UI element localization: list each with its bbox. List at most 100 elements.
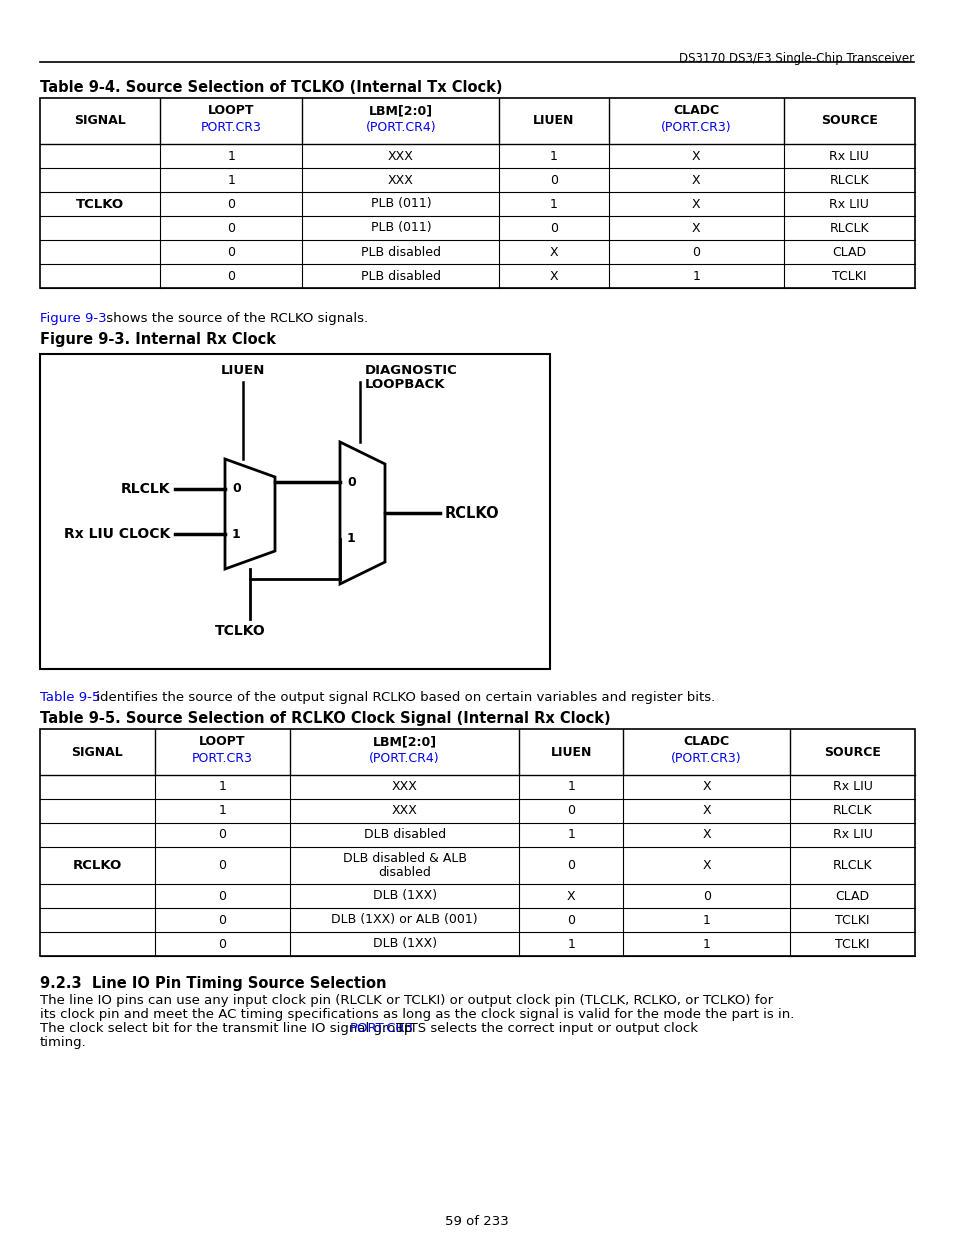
Text: PORT.CR3: PORT.CR3 [192,752,253,766]
Text: (PORT.CR4): (PORT.CR4) [365,121,436,135]
Text: X: X [701,804,710,818]
Text: 1: 1 [702,937,710,951]
Text: SOURCE: SOURCE [821,115,877,127]
Text: PLB (011): PLB (011) [370,221,431,235]
Text: 0: 0 [232,483,240,495]
Text: shows the source of the RCLKO signals.: shows the source of the RCLKO signals. [102,312,368,325]
Text: 0: 0 [227,221,235,235]
Text: 1: 1 [550,198,558,210]
Text: 59 of 233: 59 of 233 [445,1215,508,1228]
Text: 0: 0 [567,860,575,872]
Text: X: X [691,149,700,163]
Text: identifies the source of the output signal RCLKO based on certain variables and : identifies the source of the output sign… [91,692,715,704]
Text: PORT.CR3: PORT.CR3 [350,1023,414,1035]
Text: RCLKO: RCLKO [444,505,499,520]
Text: 1: 1 [702,914,710,926]
Text: 0: 0 [227,269,235,283]
Text: XXX: XXX [388,149,414,163]
Bar [40,729,914,956]
Text: DLB (1XX): DLB (1XX) [372,937,436,951]
Text: 0: 0 [550,173,558,186]
Text: DS3170 DS3/E3 Single-Chip Transceiver: DS3170 DS3/E3 Single-Chip Transceiver [679,52,913,65]
Text: X: X [691,173,700,186]
Text: Rx LIU: Rx LIU [832,829,872,841]
Text: (PORT.CR3): (PORT.CR3) [671,752,741,766]
Text: 0: 0 [347,475,355,489]
Text: SIGNAL: SIGNAL [74,115,126,127]
Text: TCLKI: TCLKI [831,269,865,283]
Text: (PORT.CR3): (PORT.CR3) [660,121,731,135]
Text: 1: 1 [218,781,226,794]
Text: 1: 1 [218,804,226,818]
Text: Rx LIU: Rx LIU [828,198,868,210]
Text: 0: 0 [227,198,235,210]
Text: 1: 1 [567,937,575,951]
Text: DLB disabled & ALB: DLB disabled & ALB [342,852,466,866]
Text: X: X [701,829,710,841]
Text: TCLKO: TCLKO [76,198,124,210]
Text: 1: 1 [567,781,575,794]
Text: X: X [691,221,700,235]
Text: LBM[2:0]: LBM[2:0] [372,735,436,748]
Text: 0: 0 [218,937,226,951]
Text: PLB disabled: PLB disabled [360,269,440,283]
Text: TCLKI: TCLKI [835,914,869,926]
Text: RLCLK: RLCLK [832,860,871,872]
Text: Table 9-4. Source Selection of TCLKO (Internal Tx Clock): Table 9-4. Source Selection of TCLKO (In… [40,80,502,95]
Bar [40,354,550,669]
Text: 1: 1 [227,149,235,163]
Text: 0: 0 [218,829,226,841]
Bar [40,98,914,288]
Text: timing.: timing. [40,1036,87,1049]
Text: 1: 1 [347,532,355,546]
Text: LIUEN: LIUEN [550,746,591,758]
Text: .TLTS selects the correct input or output clock: .TLTS selects the correct input or outpu… [392,1023,697,1035]
Text: LIUEN: LIUEN [220,364,265,377]
Text: CLADC: CLADC [683,735,729,748]
Text: 0: 0 [218,860,226,872]
Text: LOOPT: LOOPT [199,735,245,748]
Text: PLB (011): PLB (011) [370,198,431,210]
Text: X: X [549,269,558,283]
Text: 1: 1 [567,829,575,841]
Text: Figure 9-3. Internal Rx Clock: Figure 9-3. Internal Rx Clock [40,332,275,347]
Text: 9.2.3  Line IO Pin Timing Source Selection: 9.2.3 Line IO Pin Timing Source Selectio… [40,976,386,990]
Text: 0: 0 [567,914,575,926]
Polygon shape [339,442,385,584]
Text: The clock select bit for the transmit line IO signal group: The clock select bit for the transmit li… [40,1023,416,1035]
Text: Figure 9-3: Figure 9-3 [40,312,107,325]
Text: 1: 1 [232,527,240,541]
Text: TCLKI: TCLKI [835,937,869,951]
Text: PORT.CR3: PORT.CR3 [201,121,261,135]
Text: Rx LIU: Rx LIU [828,149,868,163]
Text: X: X [549,246,558,258]
Text: LBM[2:0]: LBM[2:0] [369,105,433,117]
Text: 0: 0 [227,246,235,258]
Text: 1: 1 [227,173,235,186]
Text: DLB (1XX): DLB (1XX) [372,889,436,903]
Text: Rx LIU CLOCK: Rx LIU CLOCK [64,527,170,541]
Text: CLAD: CLAD [835,889,868,903]
Text: X: X [566,889,575,903]
Text: SOURCE: SOURCE [823,746,880,758]
Text: Rx LIU: Rx LIU [832,781,872,794]
Text: X: X [691,198,700,210]
Text: TCLKO: TCLKO [214,624,265,638]
Text: DIAGNOSTIC: DIAGNOSTIC [365,364,457,377]
Text: RLCLK: RLCLK [832,804,871,818]
Polygon shape [225,459,274,569]
Text: DLB disabled: DLB disabled [363,829,445,841]
Text: 0: 0 [550,221,558,235]
Text: X: X [701,860,710,872]
Text: (PORT.CR4): (PORT.CR4) [369,752,439,766]
Text: CLAD: CLAD [831,246,865,258]
Text: RLCLK: RLCLK [829,173,868,186]
Text: PLB disabled: PLB disabled [360,246,440,258]
Text: X: X [701,781,710,794]
Text: 0: 0 [692,246,700,258]
Text: XXX: XXX [392,781,417,794]
Text: The line IO pins can use any input clock pin (RLCLK or TCLKI) or output clock pi: The line IO pins can use any input clock… [40,994,772,1007]
Text: RLCLK: RLCLK [829,221,868,235]
Text: XXX: XXX [388,173,414,186]
Text: 1: 1 [550,149,558,163]
